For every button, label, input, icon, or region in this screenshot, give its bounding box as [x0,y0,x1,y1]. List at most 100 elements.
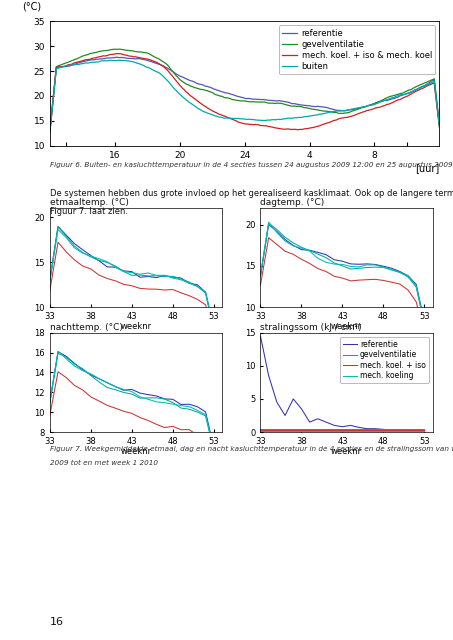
mech. koeling [340,427,345,435]
Line: mech. koel. + iso & mech. koel: mech. koel. + iso & mech. koel [50,54,439,132]
gevelventilatie [377,98,382,106]
gevelventilatie [405,426,411,433]
mech. koeling [356,427,361,435]
Text: 16: 16 [50,617,64,627]
mech. koel. + iso & mech. koel [47,128,53,136]
mech. koel. + iso & mech. koel [280,125,286,133]
gevelventilatie [414,426,419,433]
mech. koel. + iso [307,426,313,434]
referentie [47,128,53,136]
mech. koel. + iso [282,426,288,434]
gevelventilatie [381,426,386,433]
gevelventilatie [401,88,407,96]
referentie [401,91,407,99]
Text: stralingssom (kJ / cm²): stralingssom (kJ / cm²) [260,323,362,332]
gevelventilatie [372,426,378,433]
referentie [389,426,395,434]
Text: De systemen hebben dus grote invloed op het gerealiseerd kasklimaat. Ook op de l: De systemen hebben dus grote invloed op … [50,189,453,198]
gevelventilatie [332,426,337,433]
gevelventilatie [48,115,54,123]
buiten [116,56,121,64]
buiten [47,129,53,137]
Legend: referentie, gevelventilatie, mech. koel. + iso & mech. koel, buiten: referentie, gevelventilatie, mech. koel.… [279,26,435,74]
X-axis label: weeknr: weeknr [331,447,362,456]
mech. koel. + iso [340,426,345,434]
referentie [414,428,419,435]
referentie [279,97,284,105]
gevelventilatie [299,426,304,433]
gevelventilatie [287,102,292,109]
mech. koel. + iso [372,426,378,434]
referentie [323,419,329,426]
mech. koel. + iso [414,426,419,434]
mech. koeling [258,427,263,435]
referentie [332,422,337,429]
mech. koeling [274,427,280,435]
referentie [274,398,280,406]
buiten [48,116,54,124]
mech. koel. + iso & mech. koel [279,125,284,132]
gevelventilatie [117,45,123,53]
gevelventilatie [389,426,395,433]
mech. koel. + iso [364,426,370,434]
Line: referentie: referentie [50,57,439,132]
buiten [377,99,382,106]
referentie [340,423,345,431]
gevelventilatie [340,426,345,433]
gevelventilatie [280,100,286,108]
gevelventilatie [356,426,361,433]
referentie [290,395,296,403]
Text: [uur]: [uur] [415,163,439,173]
mech. koel. + iso & mech. koel [115,50,120,58]
gevelventilatie [290,426,296,433]
X-axis label: weeknr: weeknr [120,323,151,332]
mech. koeling [372,427,378,435]
gevelventilatie [307,426,313,433]
gevelventilatie [397,426,403,433]
buiten [287,115,292,122]
gevelventilatie [47,128,53,136]
buiten [437,122,442,130]
Text: dagtemp. (°C): dagtemp. (°C) [260,198,325,207]
referentie [315,415,321,422]
mech. koel. + iso [258,426,263,434]
Text: nachttemp. (°C): nachttemp. (°C) [50,323,123,332]
mech. koeling [307,427,313,435]
gevelventilatie [258,426,263,433]
referentie [48,115,54,123]
mech. koel. + iso [348,426,353,434]
mech. koeling [299,427,304,435]
mech. koeling [364,427,370,435]
mech. koel. + iso & mech. koel [401,93,407,101]
gevelventilatie [364,426,370,433]
mech. koeling [414,427,419,435]
referentie [356,424,361,431]
mech. koeling [290,427,296,435]
mech. koel. + iso & mech. koel [287,125,292,133]
gevelventilatie [422,426,427,433]
referentie [405,427,411,435]
referentie [258,332,263,340]
mech. koel. + iso [332,426,337,434]
Line: referentie: referentie [260,336,424,431]
gevelventilatie [266,426,271,433]
referentie [282,412,288,419]
Line: gevelventilatie: gevelventilatie [50,49,439,132]
Text: Figuur 6. Buiten- en kasluchttemperatuur in de 4 secties tussen 24 augustus 2009: Figuur 6. Buiten- en kasluchttemperatuur… [50,162,453,168]
gevelventilatie [315,426,321,433]
mech. koel. + iso [397,426,403,434]
Text: (°C): (°C) [23,1,42,11]
buiten [280,115,286,123]
gevelventilatie [274,426,280,433]
mech. koel. + iso [266,426,271,434]
mech. koel. + iso [356,426,361,434]
mech. koel. + iso [299,426,304,434]
Text: 2009 tot en met week 1 2010: 2009 tot en met week 1 2010 [50,460,158,466]
gevelventilatie [348,426,353,433]
mech. koeling [315,427,321,435]
mech. koeling [282,427,288,435]
gevelventilatie [437,121,442,129]
mech. koeling [266,427,271,435]
mech. koeling [323,427,329,435]
referentie [377,98,382,106]
